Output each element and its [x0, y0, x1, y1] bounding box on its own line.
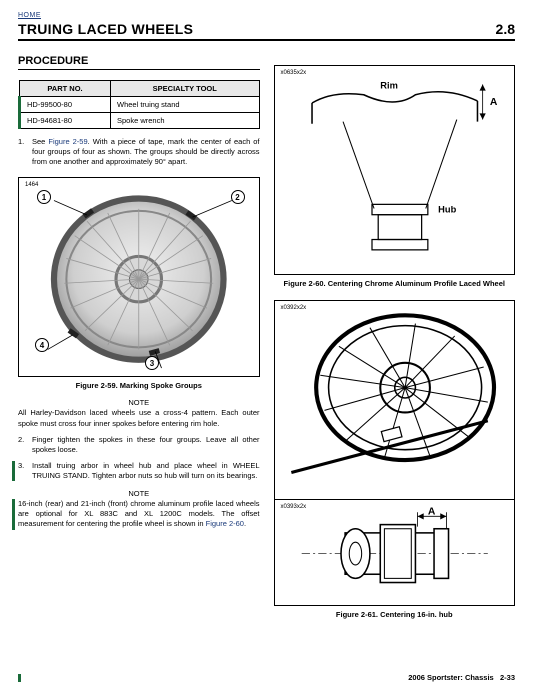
table-row: HD-94681-80 Spoke wrench — [20, 113, 260, 129]
figure-2-61: x0392x2x — [274, 300, 516, 606]
hub-cross-section: A — [281, 506, 509, 599]
right-column: x0635x2x Rim A Hub Figure 2-60. Cent — [274, 55, 516, 619]
page-footer: 2006 Sportster: Chassis 2-33 — [408, 673, 515, 682]
note-label: NOTE — [18, 489, 260, 498]
table-row: HD-99500-80 Wheel truing stand — [20, 97, 260, 113]
changebar-icon — [18, 674, 21, 682]
figure-ref-link[interactable]: Figure 2-60 — [206, 519, 244, 528]
left-column: PROCEDURE PART NO. SPECIALTY TOOL HD-995… — [18, 55, 260, 619]
step-text: Finger tighten the spokes in these four … — [32, 435, 260, 455]
figure-id: 1464 — [25, 182, 38, 188]
step-3: 3. Install truing arbor in wheel hub and… — [12, 461, 260, 481]
home-link[interactable]: HOME — [18, 12, 41, 19]
dim-a-label: A — [427, 506, 435, 517]
specialty-tool-table: PART NO. SPECIALTY TOOL HD-99500-80 Whee… — [18, 80, 260, 129]
dim-a-label: A — [489, 97, 497, 108]
step-number: 1. — [18, 137, 32, 167]
procedure-heading: PROCEDURE — [18, 55, 260, 70]
table-header-part: PART NO. — [20, 81, 111, 97]
step-number: 2. — [18, 435, 32, 455]
page-title: TRUING LACED WHEELS — [18, 21, 193, 37]
figure-2-61-caption: Figure 2-61. Centering 16-in. hub — [274, 610, 516, 619]
hub-label: Hub — [438, 205, 456, 215]
figure-id: x0392x2x — [281, 305, 307, 311]
step-number: 3. — [18, 461, 32, 481]
step-2: 2. Finger tighten the spokes in these fo… — [18, 435, 260, 455]
figure-id: x0635x2x — [281, 70, 307, 76]
figure-ref-link[interactable]: Figure 2-59 — [48, 137, 87, 146]
figure-2-60: x0635x2x Rim A Hub — [274, 65, 516, 275]
wheel-illustration — [25, 184, 253, 370]
table-header-tool: SPECIALTY TOOL — [111, 81, 260, 97]
figure-id: x0393x2x — [281, 504, 307, 510]
part-no: HD-99500-80 — [20, 97, 111, 113]
step-text: Install truing arbor in wheel hub and pl… — [32, 461, 260, 481]
note-1-body: All Harley-Davidson laced wheels use a c… — [18, 408, 260, 428]
step-text: See Figure 2-59. With a piece of tape, m… — [32, 137, 260, 167]
part-no: HD-94681-80 — [20, 113, 111, 129]
figure-2-60-caption: Figure 2-60. Centering Chrome Aluminum P… — [274, 279, 516, 288]
tool-name: Wheel truing stand — [111, 97, 260, 113]
section-number: 2.8 — [496, 21, 515, 37]
note-2-body: 16-inch (rear) and 21-inch (front) chrom… — [12, 499, 260, 529]
step-1: 1. See Figure 2-59. With a piece of tape… — [18, 137, 260, 167]
rim-label: Rim — [380, 81, 398, 91]
note-label: NOTE — [18, 398, 260, 407]
figure-2-59: 1464 — [18, 177, 260, 377]
callout-2: 2 — [231, 190, 245, 204]
title-bar: TRUING LACED WHEELS 2.8 — [18, 21, 515, 41]
tool-name: Spoke wrench — [111, 113, 260, 129]
figure-2-59-caption: Figure 2-59. Marking Spoke Groups — [18, 381, 260, 390]
wheel-tool-illustration — [281, 307, 509, 493]
rim-hub-diagram: Rim A Hub — [281, 72, 509, 279]
